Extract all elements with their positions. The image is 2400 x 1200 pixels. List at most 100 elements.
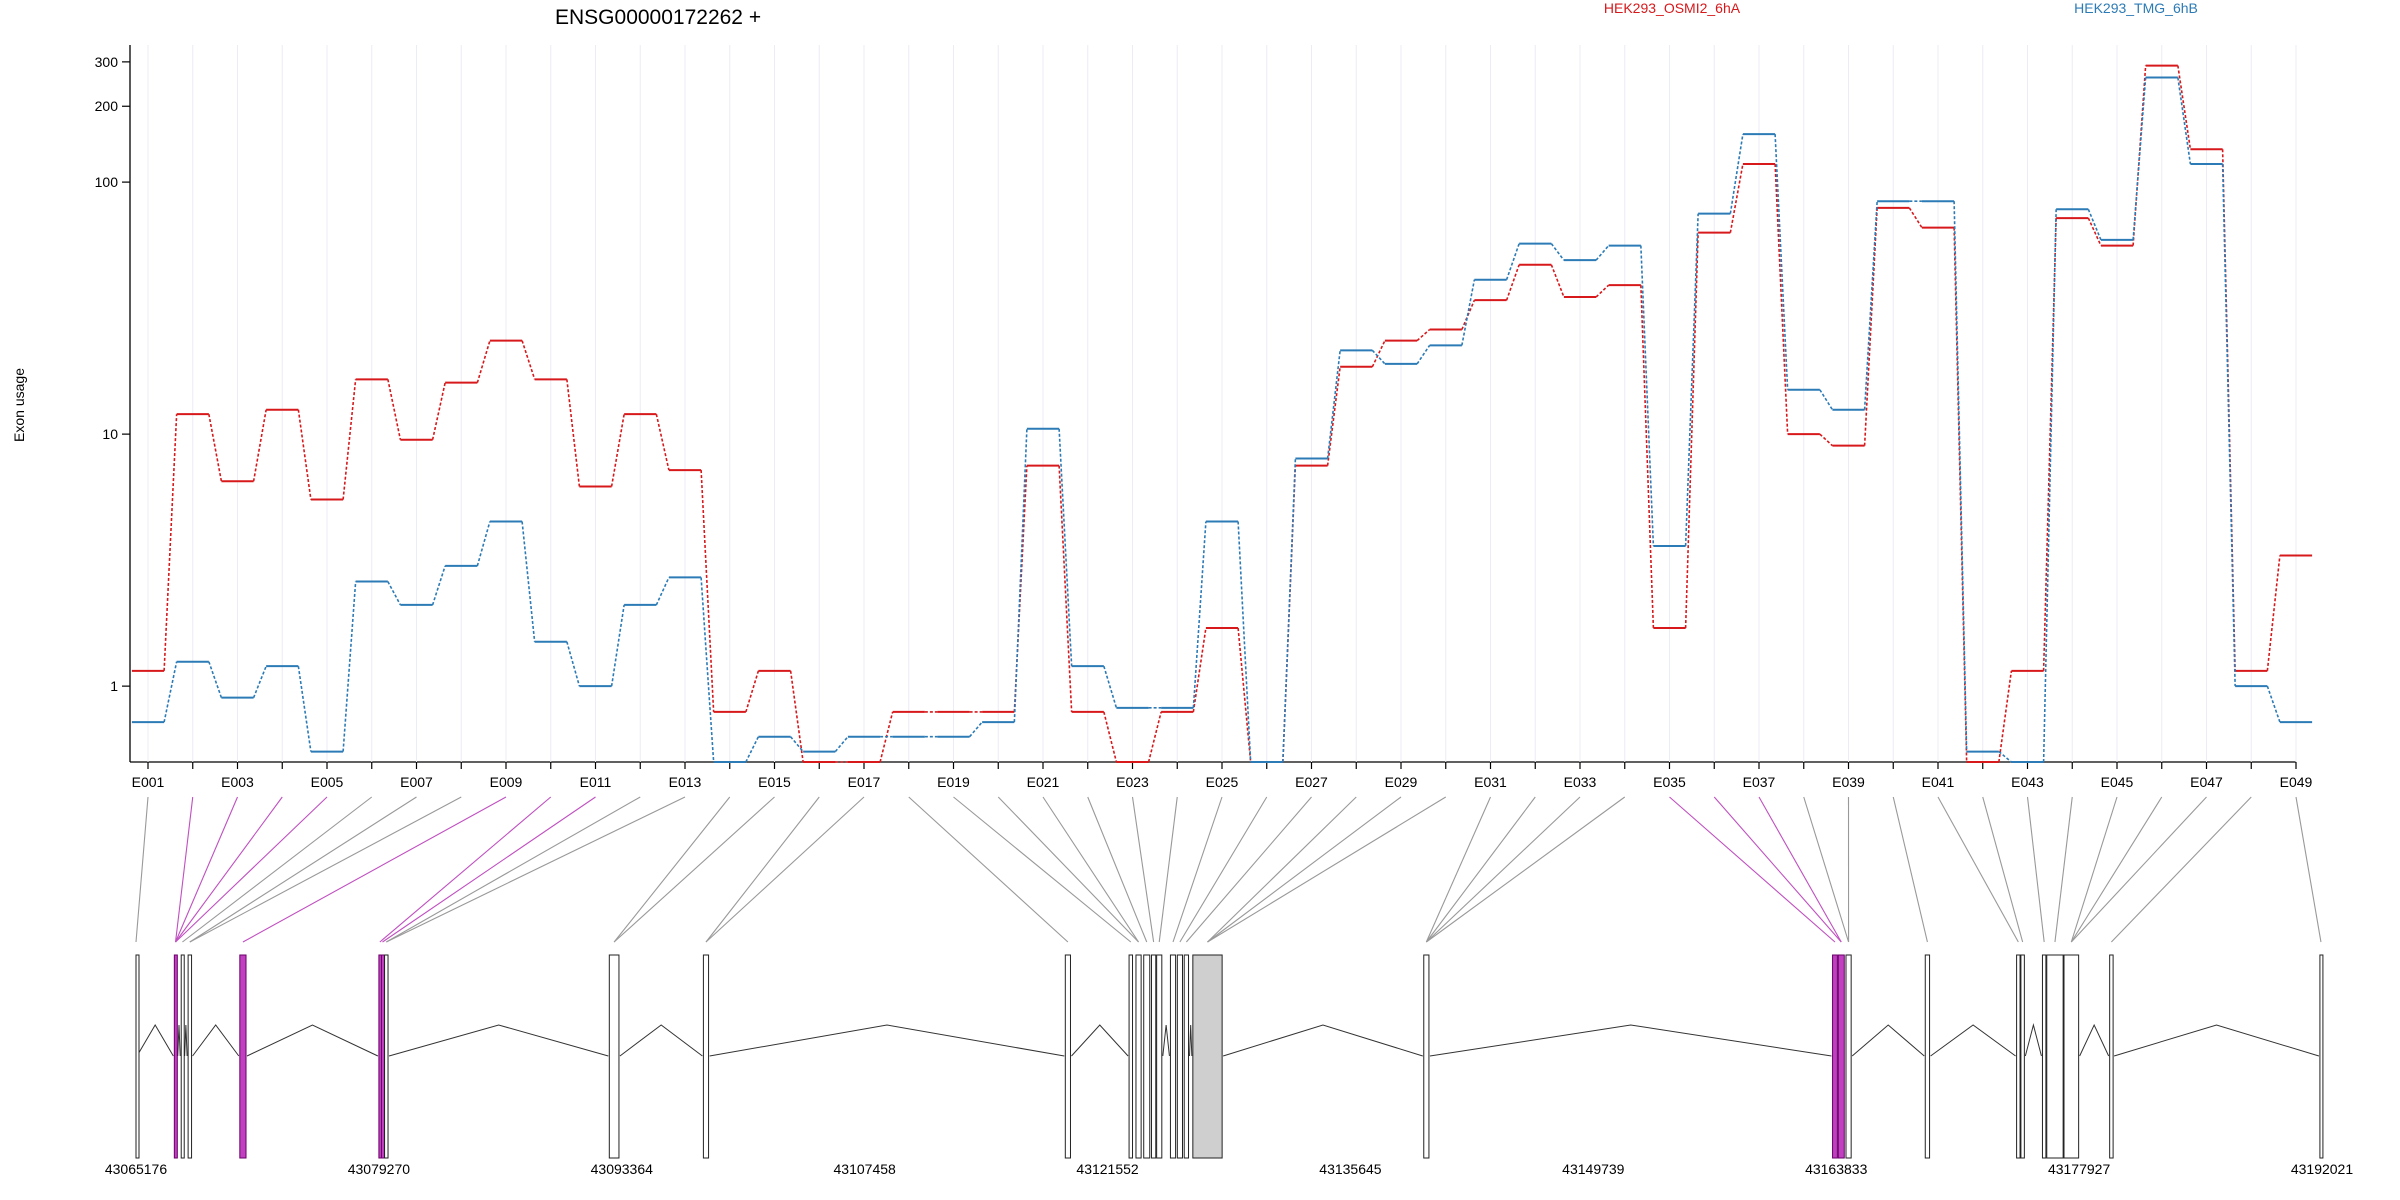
genome-coordinate-label: 43135645 <box>1319 1161 1382 1177</box>
series-2-connector <box>1774 134 1789 390</box>
exon-box <box>1423 954 1430 1159</box>
series-2-connector <box>1550 243 1565 261</box>
x-tick-label: E041 <box>1922 774 1955 790</box>
exon-box <box>1150 954 1157 1159</box>
exon-connector <box>1425 796 1536 943</box>
exon-box <box>1128 954 1134 1159</box>
y-axis-ticks: 1 10 100 200 300 <box>95 54 130 694</box>
x-tick-label: E013 <box>669 774 702 790</box>
exon-connector <box>1207 796 1357 943</box>
y-tick-label: 200 <box>95 98 119 114</box>
series-1-connector <box>566 379 581 487</box>
series-1-connector <box>1058 465 1073 712</box>
series-2-connector <box>1192 521 1207 708</box>
x-tick-label: E047 <box>2190 774 2223 790</box>
exon-connector <box>1042 796 1140 943</box>
series-1-connector <box>1774 163 1789 435</box>
exon-connector <box>1207 796 1447 943</box>
series-1-connector <box>1237 627 1252 763</box>
exon-connector <box>242 796 507 943</box>
exon-box <box>1135 954 1142 1159</box>
series-2-connector <box>1326 350 1341 459</box>
exon-box <box>384 954 389 1159</box>
series-1-connector <box>1416 328 1431 342</box>
exon-connector <box>386 796 686 943</box>
y-tick-label: 100 <box>95 174 119 190</box>
series-2-connector <box>2221 163 2236 687</box>
intron-line <box>1222 1024 1423 1057</box>
exon-box-highlighted <box>239 954 247 1159</box>
intron-line <box>709 1024 1065 1057</box>
exon-box <box>1192 954 1223 1159</box>
series-2-connector <box>834 736 849 753</box>
genome-coordinate-label: 43163833 <box>1805 1161 1868 1177</box>
intron-line <box>1162 1024 1170 1057</box>
exon-connector <box>2070 796 2163 943</box>
genome-coordinate-label: 43079270 <box>348 1161 411 1177</box>
exon-box <box>1183 954 1190 1159</box>
x-tick-label: E017 <box>848 774 881 790</box>
series-1-connector <box>789 670 804 763</box>
series-2-connector <box>1863 201 1878 410</box>
y-axis-title: Exon usage <box>11 368 27 442</box>
series-1-connector <box>297 409 312 500</box>
gene-model <box>135 954 2324 1159</box>
series-2-connector <box>2087 209 2102 241</box>
exon-box-highlighted <box>1837 954 1845 1159</box>
series-1-connector <box>1505 264 1520 301</box>
series-2-connector <box>297 666 312 752</box>
series-1-connector <box>1684 232 1699 629</box>
exon-connector <box>908 796 1069 943</box>
series-2-connector <box>1729 134 1744 214</box>
exon-connector <box>1425 796 1492 943</box>
series-2-connector <box>655 577 670 606</box>
exon-box <box>2016 954 2021 1159</box>
intron-line <box>2079 1023 2110 1057</box>
series-2-connector <box>1103 665 1118 709</box>
series-2-connector <box>1013 428 1028 723</box>
series-2-connector <box>1998 750 2012 763</box>
series-1-connector <box>1326 366 1341 466</box>
x-tick-label: E029 <box>1385 774 1418 790</box>
exon-connector <box>386 796 641 943</box>
series-2-connector <box>1371 349 1386 365</box>
exon-connector <box>613 796 731 943</box>
intron-line <box>177 1024 181 1057</box>
exon-connector <box>1937 796 2019 943</box>
series-1-connector <box>700 470 715 712</box>
x-axis-ticks: E001 E003 E005 E007 E009 E011 E013 E015 E017 E019… <box>132 762 2313 790</box>
exon-connector <box>175 796 283 943</box>
series-2-connector <box>700 577 715 763</box>
series-1-connector <box>342 379 357 500</box>
series-2-connector <box>1416 344 1431 365</box>
exon-connector <box>182 796 373 943</box>
exon-connector <box>1131 796 1155 943</box>
series-2-connector <box>521 521 536 642</box>
exon-connector <box>379 796 552 943</box>
genome-coordinate-label: 43192021 <box>2291 1161 2354 1177</box>
series-2-connector <box>2266 685 2281 723</box>
series-1-connector <box>387 379 402 440</box>
y-tick-label: 300 <box>95 54 119 70</box>
series-1-connector <box>1550 264 1565 298</box>
intron-line <box>2113 1024 2320 1057</box>
intron-line <box>136 1024 174 1057</box>
series-1-connector <box>2132 65 2147 246</box>
exon-box <box>1176 954 1183 1159</box>
exon-connector <box>2026 796 2045 943</box>
series-1-connector <box>2042 218 2057 671</box>
exon-box <box>1924 954 1931 1159</box>
x-tick-label: E009 <box>490 774 523 790</box>
y-tick-label: 1 <box>110 678 118 694</box>
x-tick-label: E043 <box>2011 774 2044 790</box>
series-1-connector <box>1908 207 1923 229</box>
series-2-connector <box>1058 428 1073 667</box>
exon-connector <box>175 796 328 943</box>
exon-box <box>135 954 140 1159</box>
series-1-connector <box>252 409 267 482</box>
series-1-connector <box>208 414 223 482</box>
series-1-connector <box>1103 711 1118 763</box>
x-tick-label: E001 <box>132 774 165 790</box>
intron-line <box>1930 1024 2016 1057</box>
series-2-connector <box>1505 243 1520 280</box>
